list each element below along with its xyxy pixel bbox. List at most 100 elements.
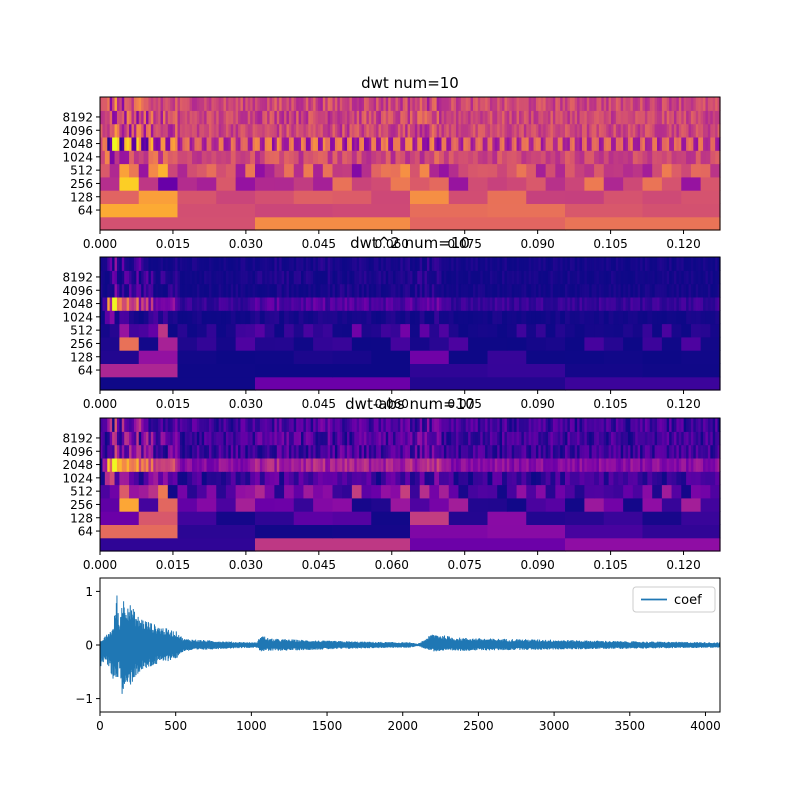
- heatmap-cell: [550, 431, 554, 446]
- heatmap-cell: [572, 296, 576, 311]
- heatmap-cell: [143, 150, 150, 165]
- heatmap-cell: [429, 110, 433, 125]
- heatmap-cell: [138, 310, 145, 325]
- heatmap-cell: [371, 296, 375, 311]
- heatmap-cell: [565, 97, 569, 111]
- heatmap-cell: [184, 418, 188, 432]
- heatmap-cell: [250, 123, 254, 138]
- heatmap-cell: [652, 444, 656, 459]
- heatmap-cell: [688, 110, 692, 125]
- heatmap-cell: [296, 97, 300, 111]
- heatmap-cell: [601, 270, 605, 285]
- heatmap-cell: [410, 257, 414, 271]
- heatmap-cell: [167, 270, 171, 285]
- heatmap-cell: [434, 123, 438, 138]
- heatmap-cell: [187, 457, 191, 472]
- heatmap-cell: [632, 163, 644, 178]
- heatmap-cell: [489, 283, 493, 298]
- heatmap-cell: [489, 431, 493, 446]
- heatmap-cell: [223, 283, 227, 298]
- heatmap-cell: [388, 270, 392, 285]
- heatmap-cell: [228, 110, 232, 125]
- heatmap-cell: [313, 323, 324, 338]
- heatmap-cell: [129, 136, 133, 151]
- heatmap-cell: [414, 457, 418, 472]
- heatmap-cell: [700, 150, 707, 165]
- heatmap-cell: [516, 444, 520, 459]
- heatmap-cell: [218, 296, 222, 311]
- heatmap-cell: [540, 123, 544, 138]
- heatmap-cell: [281, 444, 285, 459]
- heatmap-cell: [618, 310, 624, 325]
- heatmap-cell: [250, 310, 256, 325]
- heatmap-cell: [308, 444, 312, 459]
- heatmap-cell: [187, 431, 191, 446]
- heatmap-cell: [565, 418, 569, 432]
- heatmap-cell: [453, 150, 460, 165]
- heatmap-cell: [671, 471, 677, 486]
- heatmap-cell: [131, 136, 135, 151]
- heatmap-cell: [439, 97, 443, 111]
- heatmap-cell: [177, 497, 198, 512]
- heatmap-cell: [540, 457, 544, 472]
- heatmap-cell: [671, 457, 675, 472]
- heatmap-cell: [642, 110, 646, 125]
- heatmap-cell: [223, 431, 227, 446]
- heatmap-cell: [359, 296, 363, 311]
- heatmap-cell: [211, 97, 215, 111]
- heatmap-cell: [112, 457, 116, 472]
- heatmap-cell: [502, 296, 506, 311]
- heatmap-cell: [555, 110, 559, 125]
- heatmap-cell: [715, 136, 719, 151]
- heatmap-cell: [206, 150, 212, 165]
- heatmap-cell: [315, 457, 319, 472]
- heatmap-cell: [192, 310, 198, 325]
- heatmap-cell: [211, 270, 215, 285]
- heatmap-cell: [584, 257, 588, 271]
- heatmap-cell: [228, 444, 232, 459]
- heatmap-cell: [642, 511, 682, 525]
- heatmap-cell: [284, 283, 288, 298]
- heatmap-cell: [518, 270, 522, 285]
- heatmap-cell: [514, 270, 518, 285]
- heatmap-cell: [681, 336, 702, 351]
- heatmap-cell: [661, 310, 668, 325]
- heatmap-cell: [385, 257, 389, 271]
- heatmap-cell: [458, 444, 462, 459]
- heatmap-cell: [526, 350, 566, 364]
- heatmap-cell: [301, 136, 305, 151]
- heatmap-cell: [410, 150, 416, 165]
- heatmap-cell: [434, 257, 438, 271]
- heatmap-cell: [366, 457, 370, 472]
- heatmap-cell: [661, 471, 668, 486]
- heatmap-cell: [167, 444, 171, 459]
- heatmap-cell: [315, 257, 319, 271]
- heatmap-cell: [453, 444, 457, 459]
- heatmap-cell: [565, 257, 569, 271]
- heatmap-cell: [400, 257, 404, 271]
- heatmap-cell: [175, 136, 179, 151]
- heatmap-cell: [136, 97, 140, 111]
- heatmap-cell: [354, 123, 358, 138]
- heatmap-cell: [267, 431, 271, 446]
- heatmap-cell: [431, 97, 435, 111]
- heatmap-cell: [158, 471, 164, 486]
- heatmap-cell: [598, 257, 602, 271]
- heatmap-cell: [320, 296, 324, 311]
- heatmap-cell: [298, 123, 302, 138]
- heatmap-cell: [121, 136, 125, 151]
- heatmap-cell: [565, 497, 585, 512]
- heatmap-cell: [129, 431, 133, 446]
- heatmap-cell: [562, 257, 566, 271]
- heatmap-cell: [531, 257, 535, 271]
- heatmap-cell: [279, 296, 283, 311]
- heatmap-cell: [148, 150, 154, 165]
- heatmap-cell: [584, 296, 588, 311]
- heatmap-cell: [703, 123, 707, 138]
- heatmap-cell: [170, 283, 174, 298]
- heatmap-cell: [192, 296, 196, 311]
- heatmap-cell: [218, 123, 222, 138]
- heatmap-cell: [315, 283, 319, 298]
- heatmap-cell: [310, 97, 314, 111]
- heatmap-cell: [339, 283, 343, 298]
